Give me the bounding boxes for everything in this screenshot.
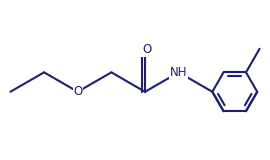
- Text: O: O: [73, 85, 82, 98]
- Text: NH: NH: [170, 66, 187, 79]
- Text: O: O: [142, 43, 151, 56]
